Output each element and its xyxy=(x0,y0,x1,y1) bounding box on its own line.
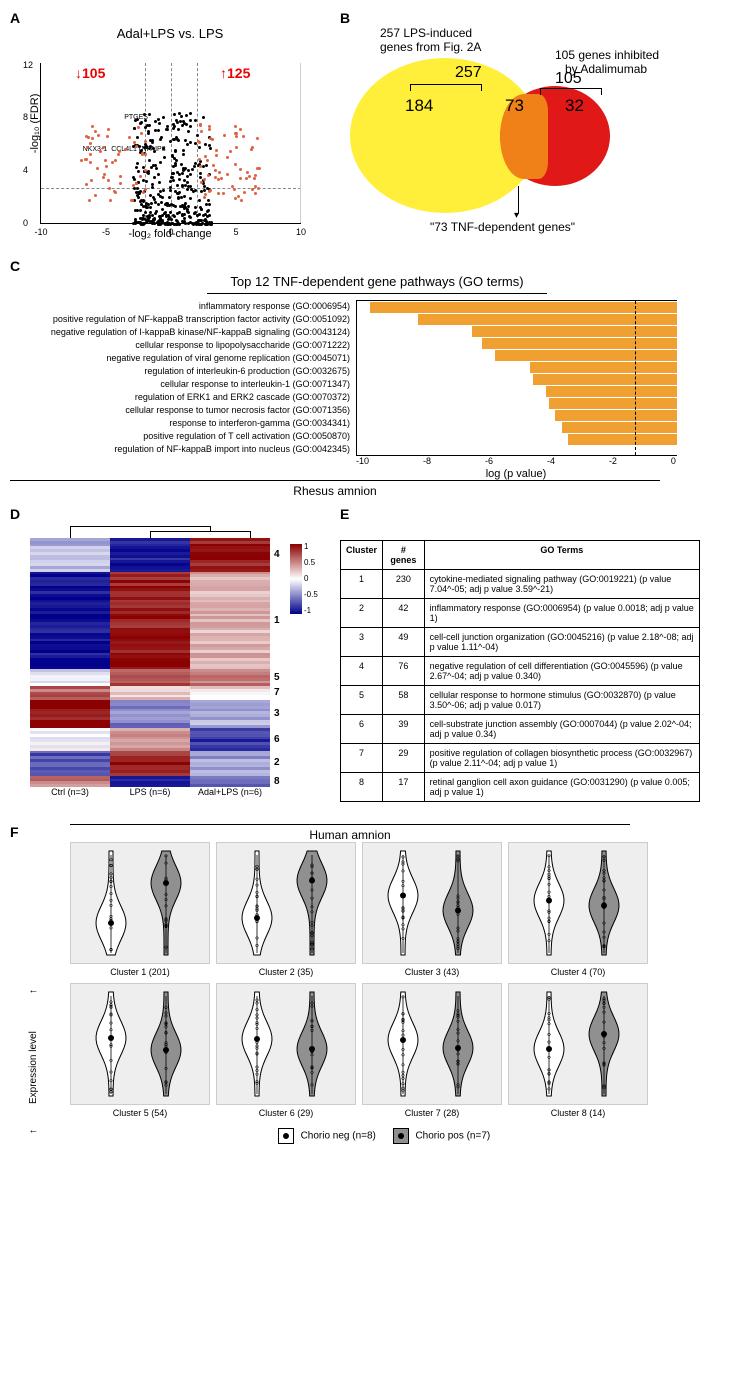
violin-label: Cluster 7 (28) xyxy=(362,1108,502,1118)
pathway-bar xyxy=(530,362,677,373)
legend-neg-box xyxy=(278,1128,294,1144)
cluster-number: 6 xyxy=(274,734,280,745)
table-row: 349cell-cell junction organization (GO:0… xyxy=(341,628,700,657)
cluster-number: 7 xyxy=(274,687,280,698)
table-row: 476negative regulation of cell different… xyxy=(341,657,700,686)
pathway-label: response to interferon-gamma (GO:0034341… xyxy=(10,417,350,430)
violin-plot xyxy=(70,983,210,1105)
pathway-bar xyxy=(533,374,677,385)
panel-d: D 41573628 1 0.5 0 -0.5 -1 Ctrl (n=3) LP… xyxy=(10,524,320,802)
heatmap xyxy=(30,538,320,787)
pathway-label: inflammatory response (GO:0006954) xyxy=(10,300,350,313)
pathway-label: cellular response to interleukin-1 (GO:0… xyxy=(10,378,350,391)
violin-label: Cluster 1 (201) xyxy=(70,967,210,977)
violin-plot xyxy=(70,842,210,964)
violin-plot xyxy=(362,842,502,964)
violin-label: Cluster 4 (70) xyxy=(508,967,648,977)
c-title: Top 12 TNF-dependent gene pathways (GO t… xyxy=(10,274,734,289)
pathway-bar xyxy=(472,326,677,337)
table-row: 639cell-substrate junction assembly (GO:… xyxy=(341,715,700,744)
panel-b: B 257 LPS-induced genes from Fig. 2A 105… xyxy=(330,10,720,240)
significance-threshold-line xyxy=(635,301,636,455)
cluster-number: 8 xyxy=(274,776,280,787)
cluster-number: 4 xyxy=(274,549,280,560)
pathway-bar xyxy=(562,422,677,433)
violin-label: Cluster 3 (43) xyxy=(362,967,502,977)
violin-plot xyxy=(508,842,648,964)
violin-grid: Cluster 1 (201) Cluster 2 (35) Cluster 3… xyxy=(70,842,734,1118)
panel-b-label: B xyxy=(340,10,350,26)
c-xlabel: log (p value) xyxy=(356,468,676,480)
violin-plot xyxy=(216,983,356,1105)
table-row: 1230cytokine-mediated signaling pathway … xyxy=(341,570,700,599)
cluster-number: 5 xyxy=(274,672,280,683)
cluster-number: 3 xyxy=(274,708,280,719)
f-legend: Chorio neg (n=8) Chorio pos (n=7) xyxy=(10,1128,734,1144)
pathway-bar xyxy=(555,410,677,421)
pathway-bar xyxy=(549,398,677,409)
pathway-label: regulation of ERK1 and ERK2 cascade (GO:… xyxy=(10,391,350,404)
panel-c-label: C xyxy=(10,258,20,274)
violin-plot xyxy=(362,983,502,1105)
human-amnion-title: Human amnion xyxy=(70,824,630,842)
c-pathway-labels: inflammatory response (GO:0006954)positi… xyxy=(10,300,356,456)
panel-a: A Adal+LPS vs. LPS ↓105 ↑125 -log₁₀ (FDR… xyxy=(10,10,330,240)
panel-e-label: E xyxy=(340,506,349,522)
c-bar-area xyxy=(356,300,677,456)
pathway-bar xyxy=(568,434,677,445)
panel-f-label: F xyxy=(10,824,19,840)
panel-c: C Top 12 TNF-dependent gene pathways (GO… xyxy=(10,258,734,480)
panel-f: F Human amnion ↑ Expression level ↑ Clus… xyxy=(10,824,734,1144)
pathway-label: cellular response to tumor necrosis fact… xyxy=(10,404,350,417)
pathway-label: regulation of interleukin-6 production (… xyxy=(10,365,350,378)
pathway-label: regulation of NF-kappaB import into nucl… xyxy=(10,443,350,456)
legend-pos-box xyxy=(393,1128,409,1144)
violin-plot xyxy=(508,983,648,1105)
table-row: 242inflammatory response (GO:0006954) (p… xyxy=(341,599,700,628)
pathway-bar xyxy=(482,338,677,349)
cluster-number: 2 xyxy=(274,757,280,768)
pathway-label: negative regulation of I-kappaB kinase/N… xyxy=(10,326,350,339)
f-ylabel: Expression level xyxy=(28,1031,39,1104)
pathway-bar xyxy=(495,350,677,361)
violin-label: Cluster 2 (35) xyxy=(216,967,356,977)
violin-plot xyxy=(216,842,356,964)
heatmap-legend xyxy=(290,544,302,614)
pathway-label: positive regulation of T cell activation… xyxy=(10,430,350,443)
pathway-bar xyxy=(546,386,677,397)
violin-label: Cluster 6 (29) xyxy=(216,1108,356,1118)
rhesus-title: Rhesus amnion xyxy=(10,480,660,498)
pathway-bar xyxy=(418,314,677,325)
heatmap-col-labels: Ctrl (n=3) LPS (n=6) Adal+LPS (n=6) xyxy=(30,787,320,797)
pathway-label: positive regulation of NF-kappaB transcr… xyxy=(10,313,350,326)
venn-diagram: 257 LPS-induced genes from Fig. 2A 105 g… xyxy=(340,26,660,226)
pathway-label: cellular response to lipopolysaccharide … xyxy=(10,339,350,352)
y-axis-label: -log₁₀ (FDR) xyxy=(29,94,41,154)
volcano-plot: -log₁₀ (FDR) -10 -5 0 5 10 0 4 8 12 PTGE… xyxy=(40,63,301,224)
pathway-bar xyxy=(370,302,677,313)
panel-a-label: A xyxy=(10,10,20,26)
violin-label: Cluster 5 (54) xyxy=(70,1108,210,1118)
panel-e: E Cluster# genesGO Terms 1230cytokine-me… xyxy=(340,524,700,802)
cluster-number: 1 xyxy=(274,615,280,626)
volcano-title: Adal+LPS vs. LPS xyxy=(10,26,330,41)
go-terms-table: Cluster# genesGO Terms 1230cytokine-medi… xyxy=(340,540,700,802)
table-row: 558cellular response to hormone stimulus… xyxy=(341,686,700,715)
table-row: 729positive regulation of collagen biosy… xyxy=(341,744,700,773)
panel-d-label: D xyxy=(10,506,20,522)
table-row: 817retinal ganglion cell axon guidance (… xyxy=(341,773,700,802)
violin-label: Cluster 8 (14) xyxy=(508,1108,648,1118)
c-x-axis: -10-8-6-4-20 xyxy=(356,456,676,466)
pathway-label: negative regulation of viral genome repl… xyxy=(10,352,350,365)
dendrogram-top xyxy=(30,524,270,538)
